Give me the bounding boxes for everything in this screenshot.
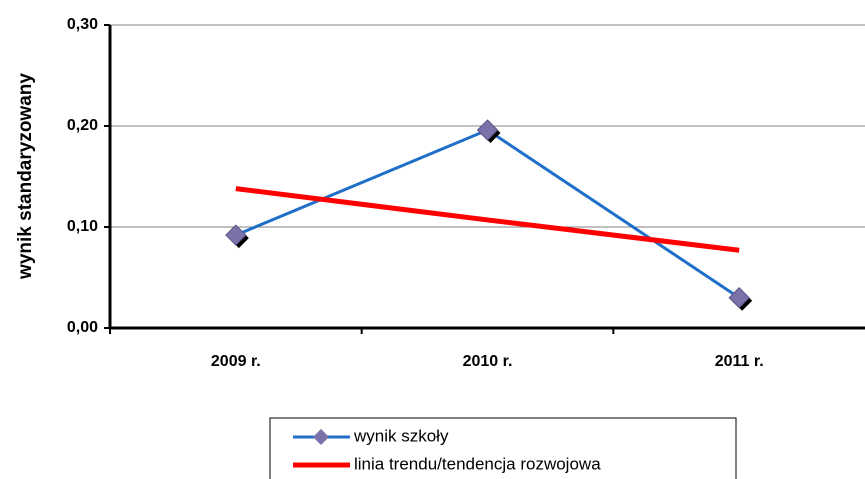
legend-label: linia trendu/tendencja rozwojowa — [354, 454, 601, 473]
legend-label: wynik szkoły — [353, 426, 449, 445]
series-line — [236, 130, 739, 298]
x-tick-label: 2010 r. — [463, 353, 513, 370]
y-tick-label: 0,00 — [67, 319, 98, 336]
x-tick-label: 2009 r. — [211, 353, 261, 370]
y-tick-label: 0,10 — [67, 218, 98, 235]
y-axis-title: wynik standaryzowany — [15, 73, 36, 280]
y-tick-label: 0,30 — [67, 16, 98, 33]
chart: wynik standaryzowany 0,00 0,10 0,20 0,30 200… — [0, 0, 865, 479]
x-tick-label: 2011 r. — [715, 353, 764, 370]
series-line — [236, 189, 739, 251]
y-tick-label: 0,20 — [67, 117, 98, 134]
